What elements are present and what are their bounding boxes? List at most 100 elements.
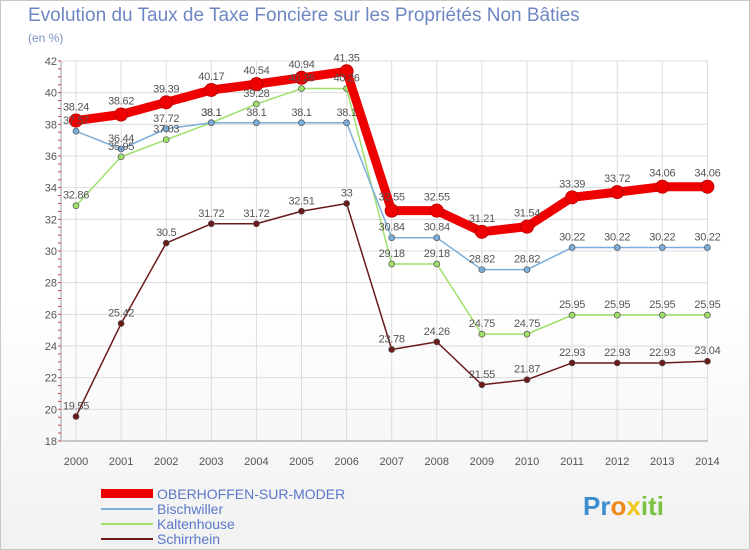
- data-point: [343, 200, 350, 207]
- data-point: [613, 244, 621, 251]
- y-tick-label: 36: [45, 151, 57, 163]
- data-label: 37.03: [153, 124, 179, 136]
- x-tick-label: 2002: [154, 456, 178, 468]
- legend-item: Bischwiller: [101, 500, 345, 517]
- data-point: [478, 330, 486, 338]
- data-point: [478, 381, 486, 389]
- data-label: 38.1: [201, 107, 221, 119]
- data-label: 19.55: [63, 400, 89, 412]
- data-label: 25.95: [649, 299, 675, 311]
- x-tick-label: 2014: [695, 456, 719, 468]
- data-point: [117, 145, 125, 153]
- data-label: 33.72: [604, 173, 630, 185]
- data-point: [433, 338, 441, 346]
- x-tick-label: 2000: [64, 456, 88, 468]
- data-point: [655, 179, 670, 194]
- data-point: [520, 219, 534, 234]
- data-label: 37.57: [63, 115, 89, 127]
- data-label: 31.72: [243, 208, 269, 220]
- data-point: [162, 239, 170, 247]
- legend-label: OBERHOFFEN-SUR-MODER: [157, 485, 346, 502]
- y-tick-label: 42: [45, 56, 57, 68]
- data-label: 38.1: [201, 107, 221, 119]
- data-label: 32.51: [288, 195, 314, 207]
- data-point: [162, 136, 170, 144]
- data-label: 34.06: [694, 168, 720, 180]
- data-point: [474, 224, 489, 239]
- x-tick-label: 2009: [470, 456, 494, 468]
- data-point: [207, 220, 215, 228]
- legend-swatch: [101, 489, 153, 498]
- data-point: [523, 330, 531, 338]
- data-point: [69, 113, 83, 128]
- data-point: [253, 119, 260, 127]
- data-label: 40.26: [334, 73, 360, 85]
- legend-label: Kaltenhouse: [157, 515, 235, 532]
- data-point: [658, 244, 666, 251]
- data-label: 32.86: [63, 190, 89, 202]
- data-label: 23.04: [694, 345, 720, 357]
- logo-letter: i: [656, 491, 664, 521]
- data-label: 38.1: [291, 107, 311, 119]
- data-label: 40.26: [288, 73, 314, 85]
- data-point: [613, 311, 621, 319]
- data-label: 35.95: [108, 141, 134, 153]
- data-point: [568, 311, 576, 319]
- data-point: [384, 203, 399, 218]
- data-point: [388, 346, 396, 353]
- data-point: [613, 359, 621, 367]
- data-point: [294, 70, 309, 85]
- legend-label: Schirrhein: [157, 530, 221, 547]
- data-label: 25.95: [694, 299, 720, 311]
- data-point: [704, 244, 711, 251]
- data-point: [523, 266, 531, 274]
- data-point: [610, 185, 625, 200]
- data-point: [253, 100, 260, 108]
- data-label: 39.39: [153, 83, 179, 95]
- data-label: 32.55: [379, 192, 405, 204]
- data-label: 33: [341, 188, 353, 200]
- x-tick-label: 2003: [199, 456, 223, 468]
- data-label: 40.17: [198, 71, 224, 83]
- data-point: [433, 234, 441, 242]
- x-tick-label: 2006: [334, 456, 358, 468]
- data-point: [568, 244, 576, 251]
- data-label: 25.42: [108, 308, 134, 320]
- data-point: [298, 119, 305, 127]
- data-label: 22.93: [559, 347, 585, 359]
- data-point: [433, 260, 441, 268]
- data-point: [568, 359, 576, 367]
- data-point: [339, 64, 354, 79]
- logo-letter: o: [610, 491, 627, 521]
- data-point: [207, 119, 215, 127]
- data-label: 29.18: [424, 248, 450, 260]
- x-tick-label: 2010: [515, 456, 539, 468]
- y-tick-label: 22: [45, 373, 57, 385]
- x-tick-label: 2011: [560, 456, 584, 468]
- y-tick-label: 26: [45, 309, 57, 321]
- y-tick-label: 40: [45, 88, 57, 100]
- data-point: [117, 153, 125, 161]
- data-label: 22.93: [649, 347, 675, 359]
- data-label: 28.82: [469, 254, 495, 266]
- x-tick-label: 2013: [650, 456, 674, 468]
- data-label: 34.06: [649, 168, 675, 180]
- legend-label: Bischwiller: [157, 500, 224, 517]
- y-tick-label: 18: [45, 436, 57, 448]
- logo-letter: x: [626, 491, 641, 521]
- data-label: 38.24: [63, 102, 89, 114]
- data-point: [114, 107, 129, 122]
- chart-title: Evolution du Taux de Taxe Foncière sur l…: [28, 5, 580, 26]
- data-label: 22.93: [604, 347, 630, 359]
- logo-letter: t: [648, 491, 657, 521]
- data-point: [343, 119, 350, 127]
- data-point: [298, 207, 305, 215]
- data-label: 31.54: [514, 208, 540, 220]
- data-point: [478, 266, 486, 274]
- data-point: [159, 95, 174, 110]
- data-point: [523, 376, 531, 384]
- legend-swatch: [101, 537, 153, 540]
- y-tick-label: 34: [45, 183, 57, 195]
- data-point: [429, 203, 444, 218]
